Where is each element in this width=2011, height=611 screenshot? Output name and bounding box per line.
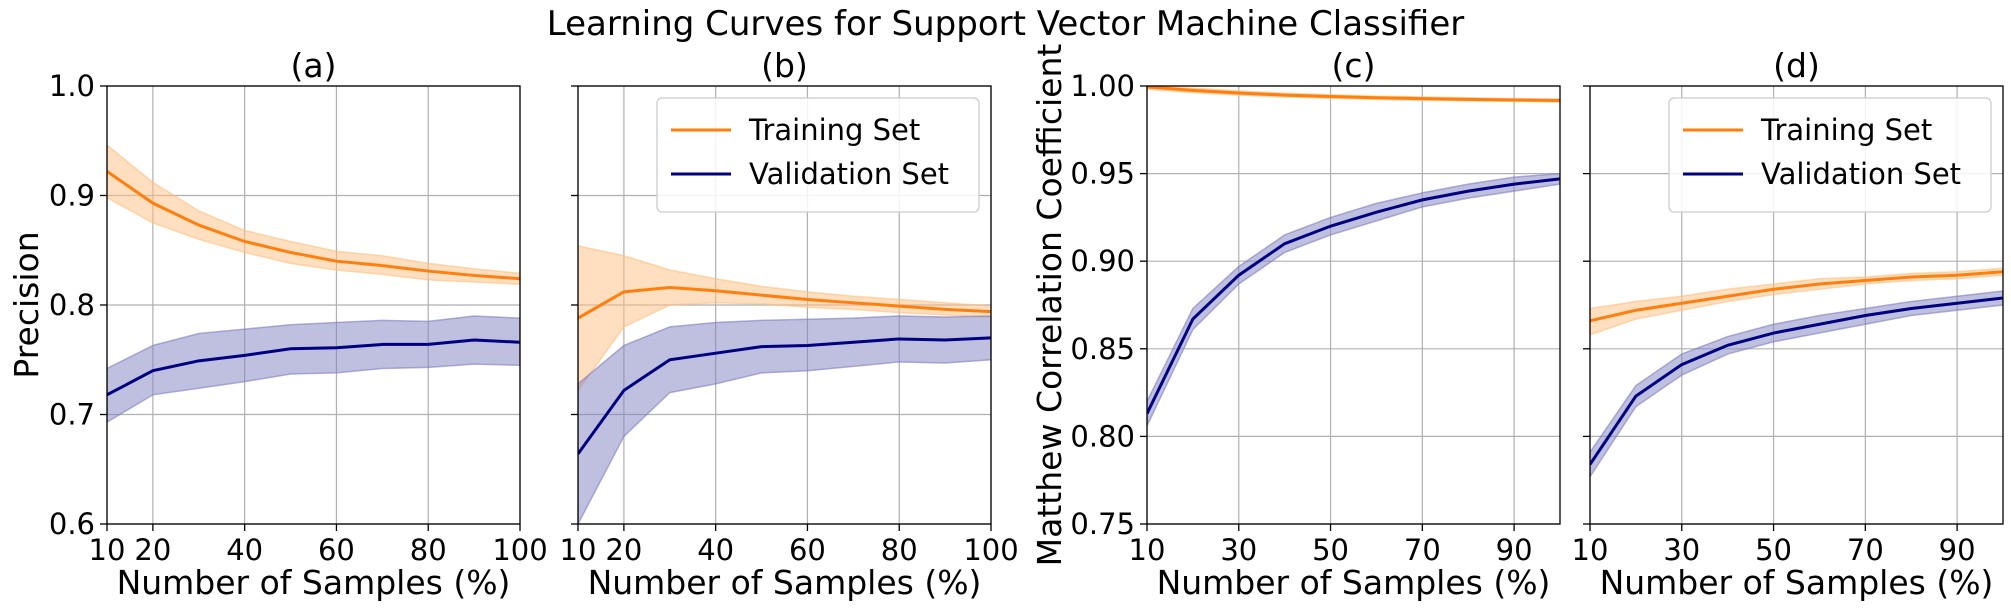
y-tick-label: 0.75 (1070, 507, 1135, 541)
x-tick-label: 90 (1496, 533, 1533, 567)
x-tick-label: 20 (134, 533, 171, 567)
plot-area (1147, 86, 1560, 427)
series-line-validation (1590, 296, 2003, 466)
x-tick-label: 100 (963, 533, 1018, 567)
x-tick-label: 60 (789, 533, 826, 567)
y-axis-label: Matthew Correlation Coefficient (1030, 44, 1069, 567)
legend-label-validation: Validation Set (1761, 157, 1961, 191)
x-axis-label: Number of Samples (%) (1157, 563, 1551, 602)
x-tick-label: 50 (1312, 533, 1349, 567)
band-validation (107, 315, 520, 424)
plot-area (578, 245, 991, 524)
x-tick-label: 10 (560, 533, 597, 567)
x-tick-label: 100 (492, 533, 547, 567)
x-tick-label: 10 (89, 533, 126, 567)
band-validation (578, 315, 991, 524)
legend-label-validation: Validation Set (749, 157, 949, 191)
series-line-training (107, 170, 520, 281)
x-tick-label: 80 (410, 533, 447, 567)
legend-box (1668, 97, 1992, 213)
x-tick-label: 80 (881, 533, 918, 567)
band-validation (1147, 172, 1560, 427)
legend: Training Set Validation Set (1668, 97, 1992, 213)
x-tick-label: 60 (318, 533, 355, 567)
series-line-training (1147, 86, 1560, 103)
y-tick-label: 1.0 (49, 69, 95, 103)
panel-3: 10 30 50 70 90 0.75 0.80 0.85 0.90 0.95 1.00 (c) Num… (1030, 44, 1561, 602)
y-tick-label: 0.85 (1070, 332, 1135, 366)
legend-label-training: Training Set (748, 113, 920, 147)
plot-area (107, 144, 520, 424)
legend-box (656, 97, 980, 213)
x-axis-label: Number of Samples (%) (117, 563, 511, 602)
legend: Training Set Validation Set (656, 97, 980, 213)
panel-title: (a) (291, 46, 337, 85)
series-line-validation (107, 338, 520, 397)
x-axis-label: Number of Samples (%) (1600, 563, 1994, 602)
panel-4: 10 30 50 70 90 (d) Number of Samples (%) Traini… (1572, 46, 2004, 602)
y-tick-label: 0.95 (1070, 157, 1135, 191)
axes-frame (1146, 85, 1561, 525)
x-tick-label: 50 (1755, 533, 1792, 567)
panel-2: 10 20 40 60 80 100 (b) Number of Samples (%) Tra… (560, 46, 1019, 602)
y-tick-label: 0.80 (1070, 419, 1135, 453)
figure-title: Learning Curves for Support Vector Machi… (546, 4, 1465, 44)
x-tick-label: 40 (697, 533, 734, 567)
y-tick-label: 0.9 (49, 179, 95, 213)
series-line-training (1590, 270, 2003, 323)
x-tick-label: 10 (1572, 533, 1609, 567)
series-line-training (578, 285, 991, 320)
x-tick-label: 40 (226, 533, 263, 567)
series-line-validation (578, 336, 991, 455)
y-tick-label: 0.90 (1070, 244, 1135, 278)
y-axis-label: Precision (7, 231, 46, 378)
y-tick-label: 0.6 (49, 507, 95, 541)
x-tick-label: 30 (1663, 533, 1700, 567)
x-tick-label: 70 (1847, 533, 1884, 567)
plot-area (1590, 267, 2003, 479)
x-axis-label: Number of Samples (%) (588, 563, 982, 602)
y-tick-label: 1.00 (1070, 69, 1135, 103)
axes-frame (1589, 85, 2004, 525)
x-tick-label: 70 (1404, 533, 1441, 567)
panel-1: 10 20 40 60 80 100 0.6 0.7 0.8 0.9 1.0 (a) Number of… (7, 46, 548, 602)
y-tick-label: 0.7 (49, 398, 95, 432)
panel-title: (b) (761, 46, 808, 85)
panel-title: (c) (1332, 46, 1376, 85)
legend-label-training: Training Set (1760, 113, 1932, 147)
x-tick-label: 20 (605, 533, 642, 567)
x-tick-label: 30 (1220, 533, 1257, 567)
x-tick-label: 90 (1939, 533, 1976, 567)
panel-title: (d) (1773, 46, 1820, 85)
x-tick-label: 10 (1129, 533, 1166, 567)
y-tick-label: 0.8 (49, 288, 95, 322)
series-line-validation (1147, 177, 1560, 415)
band-training (578, 245, 991, 392)
band-training (107, 144, 520, 285)
